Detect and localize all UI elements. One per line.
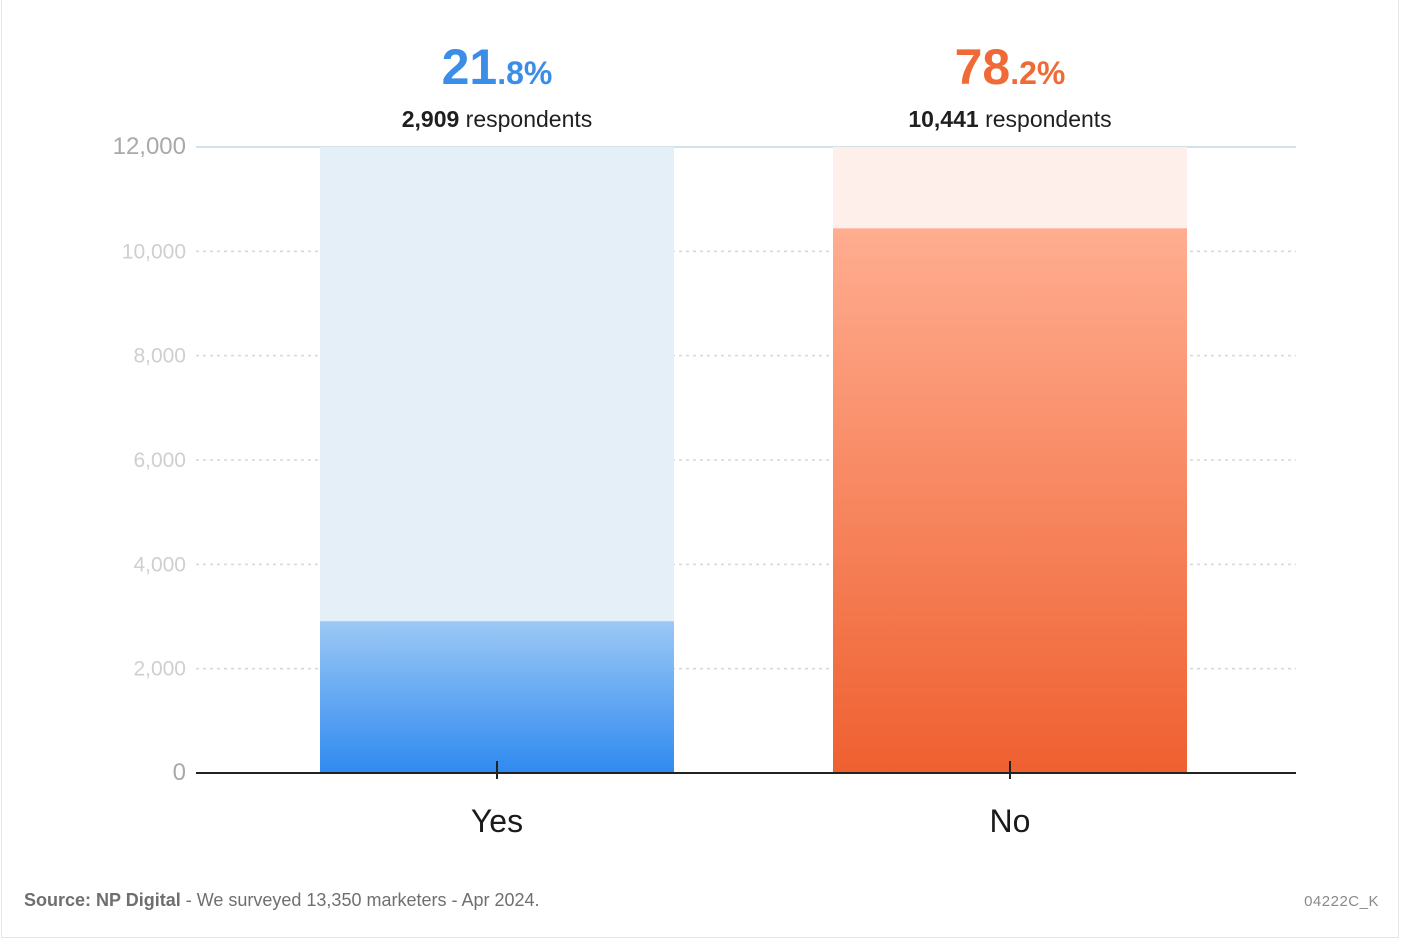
respondents-word: respondents xyxy=(979,106,1112,132)
chart-code: 04222C_K xyxy=(1304,893,1379,910)
percent-label-yes: 21.8% xyxy=(442,39,553,95)
bar-no xyxy=(833,228,1187,774)
respondent-count: 2,909 xyxy=(402,106,460,132)
x-tick-label-no: No xyxy=(990,803,1031,839)
y-tick-label: 6,000 xyxy=(133,449,186,472)
y-tick-label: 0 xyxy=(173,759,186,786)
respondents-word: respondents xyxy=(459,106,592,132)
percent-fraction: .2% xyxy=(1010,55,1065,91)
percent-whole: 78 xyxy=(955,39,1011,95)
bar-yes xyxy=(320,621,674,773)
source-note: Source: NP Digital - We surveyed 13,350 … xyxy=(24,890,540,911)
source-label: Source: NP Digital xyxy=(24,890,181,910)
y-tick-label: 10,000 xyxy=(122,240,186,263)
x-tick-label-yes: Yes xyxy=(471,803,523,839)
y-tick-label: 4,000 xyxy=(133,553,186,576)
y-tick-label: 12,000 xyxy=(113,133,186,160)
percent-whole: 21 xyxy=(442,39,498,95)
percent-label-no: 78.2% xyxy=(955,39,1066,95)
y-tick-label: 2,000 xyxy=(133,658,186,681)
percent-fraction: .8% xyxy=(497,55,552,91)
respondent-count: 10,441 xyxy=(908,106,979,132)
source-text: - We surveyed 13,350 marketers - Apr 202… xyxy=(180,890,540,910)
y-tick-label: 8,000 xyxy=(133,345,186,368)
respondents-label-yes: 2,909 respondents xyxy=(402,106,593,132)
respondents-label-no: 10,441 respondents xyxy=(908,106,1111,132)
